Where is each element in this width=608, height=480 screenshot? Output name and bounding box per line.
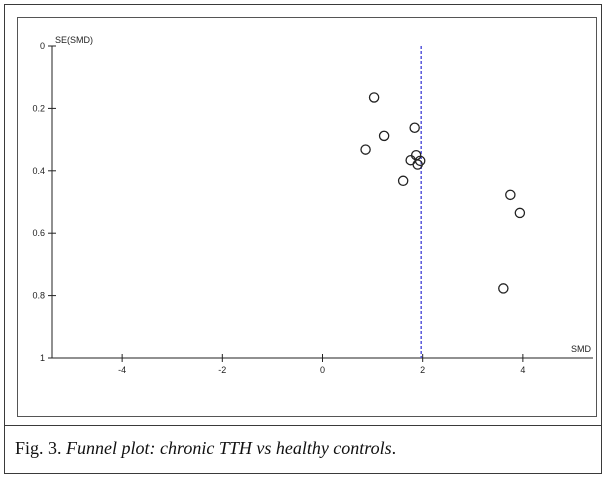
data-points: [360, 92, 526, 294]
data-point: [368, 92, 380, 103]
y-axis-label: SE(SMD): [55, 35, 93, 45]
y-tick-label: 0.2: [32, 103, 45, 113]
y-tick-label: 0.4: [32, 166, 45, 176]
data-point: [498, 283, 509, 294]
y-tick-label: 0.6: [32, 228, 45, 238]
caption-suffix: .: [391, 438, 397, 458]
data-point: [409, 122, 420, 133]
data-point: [397, 175, 409, 187]
x-axis-label: SMD: [571, 344, 592, 354]
y-tick-label: 0: [40, 41, 45, 51]
data-point: [378, 130, 390, 142]
figure-box: 0 0.2 0.4 0.6 0.8 1 -4 -2 0 2 4 SE(SMD) SMD Fig. …: [4, 4, 602, 474]
x-tick-label: 4: [520, 365, 525, 375]
caption-text: Funnel plot: chronic TTH vs healthy cont…: [66, 438, 392, 458]
data-point: [360, 144, 371, 155]
x-tick-label: 2: [420, 365, 425, 375]
x-tick-label: -2: [218, 365, 226, 375]
x-tick-label: -4: [118, 365, 126, 375]
funnel-plot-svg: 0 0.2 0.4 0.6 0.8 1 -4 -2 0 2 4 SE(SMD) SMD: [32, 35, 593, 375]
x-ticks: -4 -2 0 2 4: [118, 354, 525, 375]
figure-caption: Fig. 3. Funnel plot: chronic TTH vs heal…: [5, 425, 601, 473]
axes: [51, 46, 593, 359]
data-point: [505, 189, 516, 201]
caption-prefix: Fig. 3.: [15, 438, 67, 458]
x-tick-label: 0: [320, 365, 325, 375]
funnel-plot: 0 0.2 0.4 0.6 0.8 1 -4 -2 0 2 4 SE(SMD) SMD: [17, 17, 597, 417]
data-point: [412, 159, 423, 170]
y-tick-label: 0.8: [32, 291, 45, 301]
data-point: [514, 207, 526, 219]
y-tick-label: 1: [40, 353, 45, 363]
y-ticks: 0 0.2 0.4 0.6 0.8 1: [32, 41, 56, 363]
